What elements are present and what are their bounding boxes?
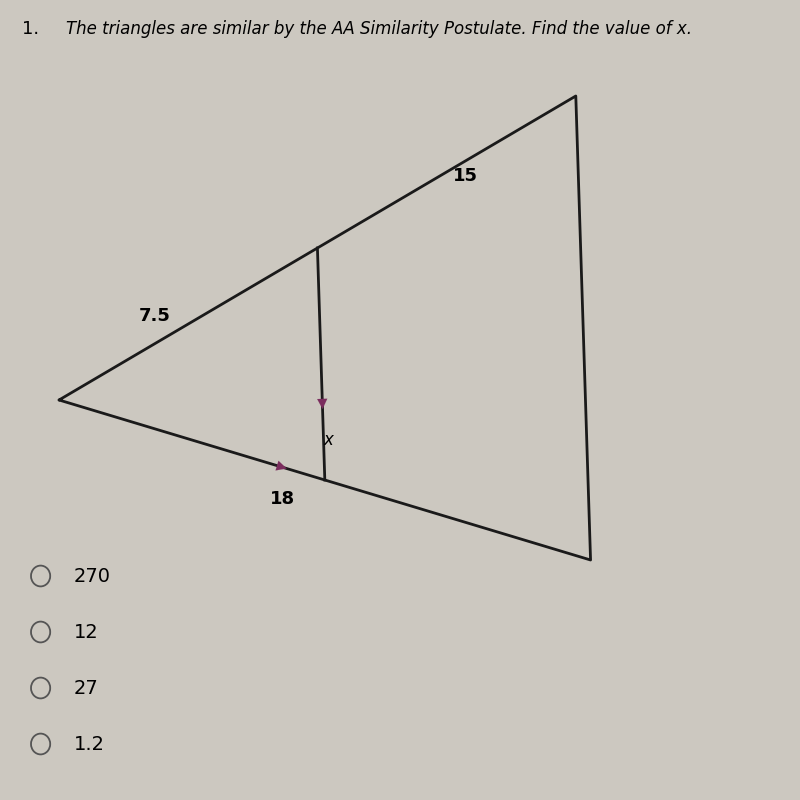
Text: x: x [323,431,333,449]
Text: 15: 15 [453,167,478,185]
Text: 1.2: 1.2 [74,734,105,754]
Text: 270: 270 [74,566,111,586]
Text: 27: 27 [74,678,98,698]
Text: 1.: 1. [22,20,39,38]
Text: The triangles are similar by the AA Similarity Postulate. Find the value of x.: The triangles are similar by the AA Simi… [66,20,693,38]
Text: 12: 12 [74,622,98,642]
Text: 7.5: 7.5 [139,307,171,325]
Text: 18: 18 [270,490,295,508]
